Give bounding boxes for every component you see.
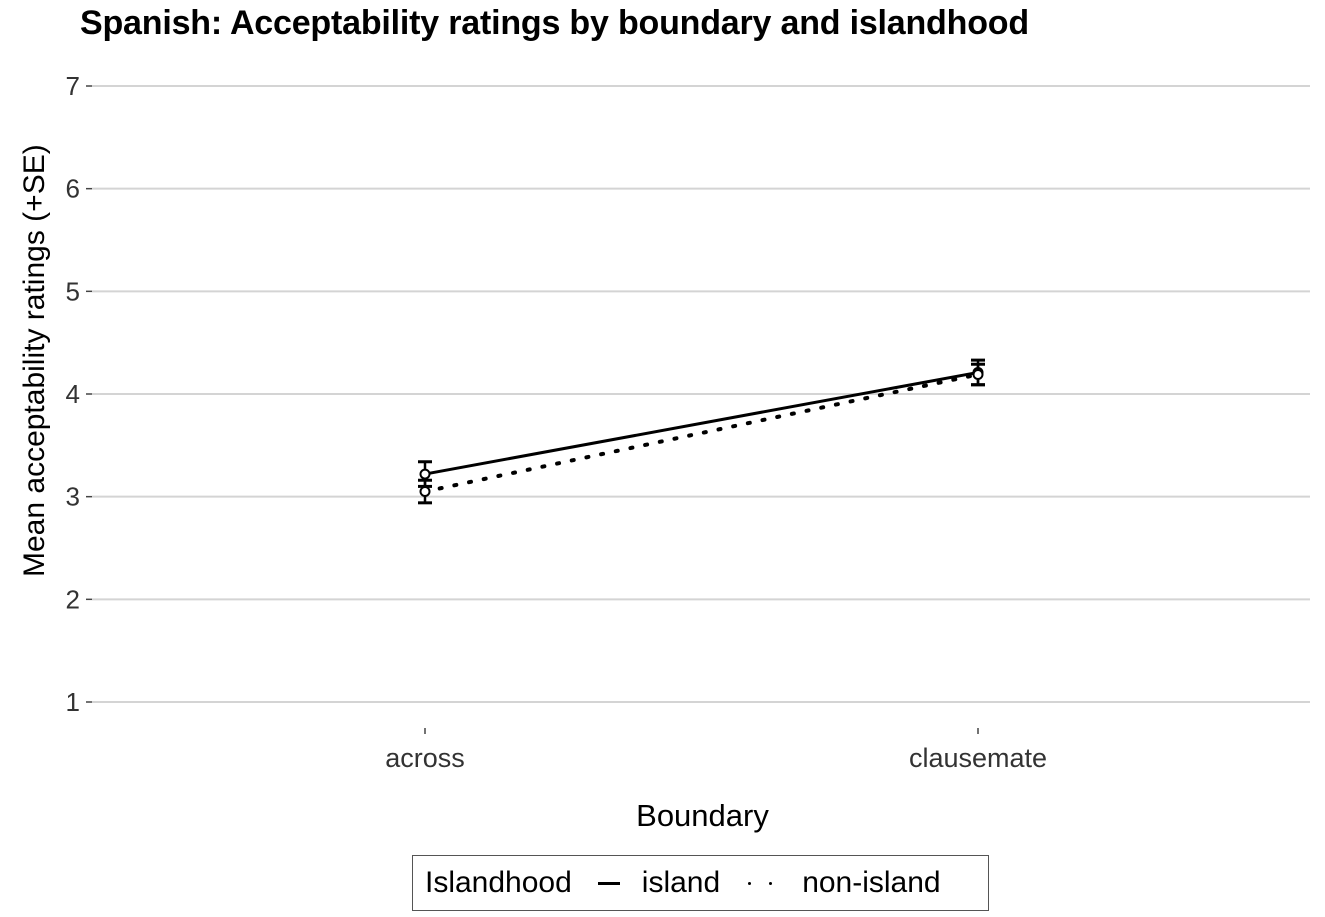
x-axis-ticks: across clausemate	[385, 728, 1047, 773]
legend: Islandhood island non-island	[412, 855, 989, 911]
y-tick-label: 3	[66, 482, 80, 512]
y-tick-label: 2	[66, 584, 80, 614]
x-tick-label: across	[385, 743, 465, 773]
dotted-line-key-icon	[748, 881, 773, 885]
legend-item-island: island	[641, 866, 721, 899]
non-island-point-marker	[419, 486, 431, 498]
y-tick-label: 7	[66, 71, 80, 101]
y-tick-label: 4	[66, 379, 80, 409]
non-island-line	[423, 372, 980, 494]
non-island-point-marker	[972, 368, 984, 380]
y-tick-label: 6	[66, 174, 80, 204]
x-tick-label: clausemate	[909, 743, 1047, 773]
chart-title: Spanish: Acceptability ratings by bounda…	[80, 4, 1029, 42]
island-point-marker	[419, 468, 431, 480]
y-tick-label: 1	[66, 687, 80, 717]
island-line	[424, 370, 979, 476]
gridlines	[92, 85, 1310, 703]
legend-item-non-island: non-island	[802, 866, 941, 899]
y-axis-ticks: 1 2 3 4 5 6 7	[66, 71, 92, 717]
legend-title: Islandhood	[425, 866, 572, 899]
x-axis-label: Boundary	[636, 798, 769, 833]
y-axis-label: Mean acceptability ratings (+SE)	[18, 144, 51, 577]
solid-line-key-icon	[597, 881, 620, 885]
y-tick-label: 5	[66, 276, 80, 306]
data-series	[418, 358, 985, 505]
